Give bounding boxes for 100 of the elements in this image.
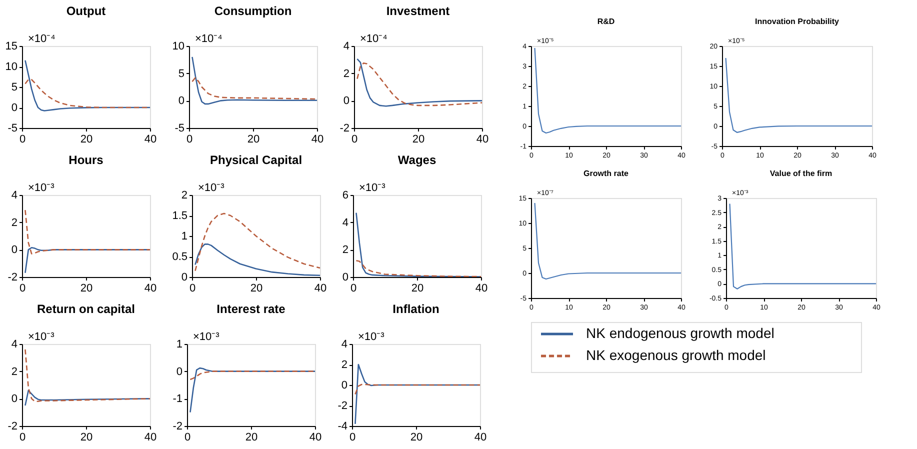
y-tick-label: 2 [341, 359, 348, 371]
y-tick-label: -5 [8, 122, 18, 134]
y-tick-label: 0 [11, 244, 18, 256]
x-tick-label: 20 [411, 282, 424, 294]
y-tick-label: 0 [176, 366, 182, 378]
chart-title: Innovation Probability [754, 17, 840, 26]
chart-title: Investment [386, 4, 450, 18]
x-tick-label: 20 [80, 282, 93, 294]
chart-title: Physical Capital [210, 153, 302, 167]
y-tick-label: -1 [172, 393, 182, 406]
x-tick-label: 40 [475, 282, 488, 294]
line-series [534, 202, 681, 280]
y-tick-label: 5 [11, 82, 18, 94]
chart-title: R&D [597, 17, 615, 26]
legend-label: NK endogenous growth model [586, 325, 774, 341]
x-tick-label: 0 [19, 282, 26, 294]
line-series [356, 260, 481, 277]
text: ×10⁻³ [198, 182, 225, 194]
line-series [24, 60, 150, 112]
x-tick-label: 40 [144, 282, 157, 294]
y-tick-label: 0 [342, 272, 348, 284]
x-tick-label: 40 [144, 432, 157, 444]
y-tick-label: -2 [172, 420, 182, 432]
x-tick-label: 0 [189, 282, 196, 294]
x-tick-label: 20 [412, 134, 425, 146]
chart-title: Interest rate [216, 302, 286, 316]
text: ×10⁻⁴ [195, 33, 223, 45]
x-tick-label: 0 [351, 134, 358, 146]
y-tick-label: 0 [181, 272, 188, 284]
line-series [354, 384, 480, 395]
x-tick-label: 0 [19, 432, 26, 444]
y-tick-label: 2 [11, 366, 18, 378]
y-tick-label: -2 [8, 420, 18, 432]
y-tick-label: 4 [342, 216, 348, 229]
y-tick-label: 10 [5, 61, 18, 73]
y-tick-label: 1 [181, 230, 188, 242]
line-series [725, 57, 872, 133]
y-tick-label: 0 [11, 393, 18, 406]
y-tick-label: 4 [343, 40, 350, 52]
line-series [24, 78, 150, 108]
x-tick-label: 40 [311, 134, 324, 146]
x-tick-label: 20 [80, 432, 93, 444]
line-series [194, 212, 320, 272]
line-series [190, 370, 315, 380]
y-tick-label: 0 [178, 95, 184, 108]
chart-title: Inflation [392, 302, 440, 316]
y-tick-label: 5 [178, 68, 184, 80]
y-tick-label: -2 [340, 122, 350, 134]
y-tick-label: 2 [343, 68, 350, 80]
chart-title: Growth rate [584, 169, 629, 178]
chart-title: Wages [398, 153, 436, 167]
y-tick-label: 4 [11, 190, 18, 202]
y-tick-label: -2 [338, 400, 348, 412]
line-series [194, 244, 320, 276]
chart-title: Hours [68, 153, 104, 167]
line-series [534, 47, 681, 134]
y-tick-label: 6 [342, 190, 348, 202]
line-series [192, 56, 317, 105]
x-tick-label: 40 [474, 432, 487, 444]
text: ×10⁻³ [193, 331, 220, 343]
text: ×10⁻³ [28, 182, 55, 194]
chart-title: Return on capital [36, 302, 136, 316]
chart-title: Consumption [214, 4, 292, 18]
line-series [24, 390, 150, 406]
y-tick-label: 1 [176, 338, 182, 350]
x-tick-label: 20 [245, 432, 258, 444]
text: ×10⁻³ [359, 182, 386, 194]
y-tick-label: 10 [172, 40, 184, 52]
x-tick-label: 40 [314, 282, 327, 294]
text: ×10⁻⁴ [28, 33, 56, 45]
chart-title: Value of the firm [770, 169, 832, 178]
line-series [192, 77, 317, 100]
text: ×10⁻³ [358, 331, 385, 343]
y-tick-label: -2 [8, 272, 18, 284]
x-tick-label: 40 [476, 134, 489, 146]
text: ×10⁻⁴ [360, 33, 388, 45]
x-tick-label: 20 [250, 282, 263, 294]
line-series [24, 209, 150, 254]
x-tick-label: 0 [19, 134, 26, 146]
y-tick-label: 2 [342, 244, 348, 256]
y-tick-label: 0 [341, 380, 348, 392]
x-tick-label: 20 [410, 432, 423, 444]
x-tick-label: 20 [80, 134, 93, 146]
line-series [24, 348, 150, 402]
chart-title: Output [66, 4, 106, 18]
line-series [356, 212, 481, 277]
y-tick-label: 0.5 [172, 251, 188, 263]
y-tick-label: 2 [11, 216, 18, 229]
legend-label: NK exogenous growth model [586, 347, 766, 363]
y-tick-label: -4 [338, 420, 348, 432]
x-tick-label: 40 [309, 432, 322, 444]
text: ×10⁻³ [28, 331, 55, 343]
y-tick-label: 4 [11, 338, 18, 350]
y-tick-label: 0 [11, 102, 18, 114]
y-tick-label: 2 [181, 190, 188, 202]
line-series [729, 203, 876, 290]
x-tick-label: 40 [144, 134, 157, 146]
y-tick-label: 15 [5, 40, 18, 52]
y-tick-label: 0 [343, 95, 350, 108]
y-tick-label: 4 [341, 338, 348, 350]
